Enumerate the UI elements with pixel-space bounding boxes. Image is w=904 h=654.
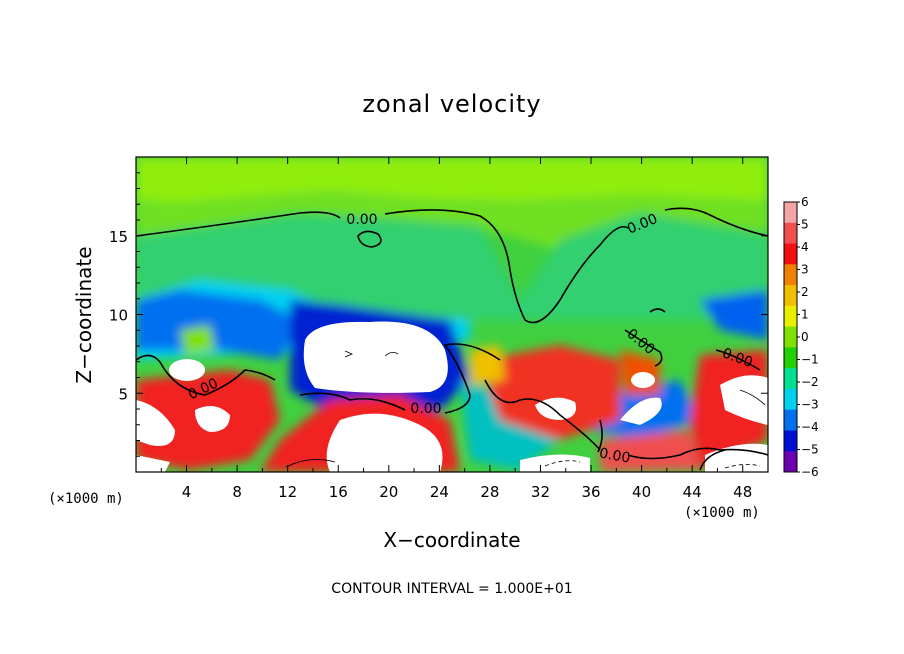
- colorbar-tick-label: −2: [801, 375, 819, 389]
- x-tick-label: 12: [278, 483, 297, 501]
- x-tick-label: 16: [329, 483, 348, 501]
- colorbar-swatch: [784, 347, 797, 369]
- x-tick-label: 36: [581, 483, 600, 501]
- heatmap-field: [136, 157, 768, 472]
- contour-label: 0.00: [346, 212, 377, 228]
- colorbar-swatch: [784, 222, 797, 245]
- y-tick-label: 10: [109, 307, 128, 325]
- y-axis-label: Z−coordinate: [72, 246, 96, 383]
- colorbar-tick-label: −6: [801, 465, 819, 479]
- x-unit-right: (×1000 m): [684, 505, 760, 521]
- colorbar-swatch: [784, 368, 797, 390]
- chart-title: zonal velocity: [362, 90, 541, 118]
- x-axis-label: X−coordinate: [383, 528, 520, 552]
- y-tick-label: 15: [109, 228, 128, 246]
- x-tick-label: 40: [632, 483, 651, 501]
- colorbar-tick-label: 3: [801, 263, 809, 277]
- colorbar-swatch: [784, 285, 797, 307]
- colorbar-tick-label: 2: [801, 285, 809, 299]
- contour-label: 0.00: [598, 445, 631, 466]
- colorbar-swatch: [784, 430, 797, 452]
- colorbar-swatch: [784, 388, 797, 411]
- colorbar: 6 5 4 3 2 1 0 −1 −2 −3 −4 −5 −6: [783, 195, 819, 479]
- colorbar-swatch: [784, 305, 797, 328]
- colorbar-swatch: [784, 326, 797, 348]
- colorbar-swatch: [784, 451, 797, 473]
- x-tick-label: 44: [683, 483, 702, 501]
- x-tick-label: 4: [182, 483, 192, 501]
- x-tick-label: 28: [480, 483, 499, 501]
- contour-label: 0.00: [410, 401, 441, 417]
- colorbar-tick-label: −3: [801, 398, 819, 412]
- x-unit-left: (×1000 m): [48, 491, 124, 507]
- x-tick-label: 32: [531, 483, 550, 501]
- colorbar-tick-label: 6: [801, 195, 809, 209]
- colorbar-tick-label: 5: [801, 218, 809, 232]
- y-tick-label: 5: [118, 385, 128, 403]
- x-tick-label: 20: [379, 483, 398, 501]
- colorbar-tick-label: 0: [801, 330, 809, 344]
- colorbar-tick-label: −1: [801, 353, 819, 367]
- colorbar-tick-label: −4: [801, 420, 819, 434]
- colorbar-tick-label: 4: [801, 240, 809, 254]
- x-tick-label: 8: [232, 483, 242, 501]
- x-tick-label: 24: [430, 483, 449, 501]
- colorbar-swatch: [784, 202, 797, 224]
- colorbar-swatch: [784, 409, 797, 431]
- contour-interval-note: CONTOUR INTERVAL = 1.000E+01: [331, 581, 572, 597]
- colorbar-tick-label: −5: [801, 443, 819, 457]
- x-tick-label: 48: [733, 483, 752, 501]
- colorbar-swatch: [784, 243, 797, 265]
- colorbar-swatch: [784, 264, 797, 286]
- colorbar-tick-label: 1: [801, 308, 809, 322]
